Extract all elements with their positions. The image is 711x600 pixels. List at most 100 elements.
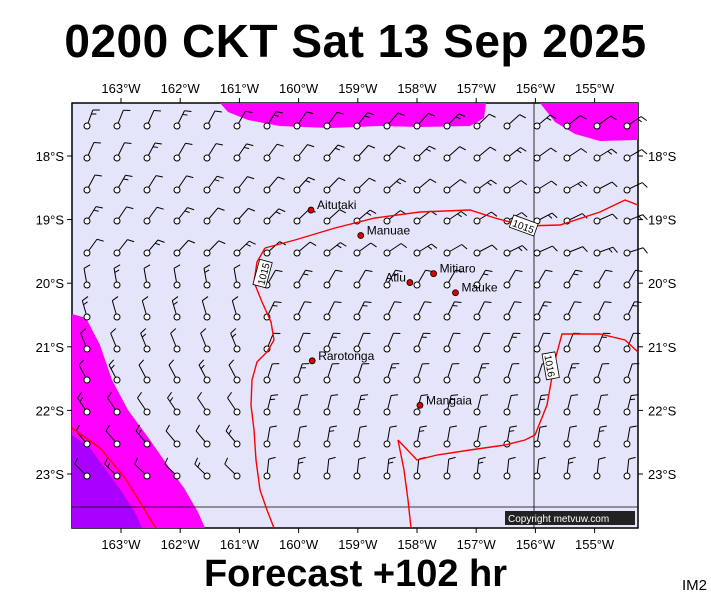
wind-barb	[593, 363, 610, 384]
wind-barb	[473, 179, 497, 194]
wind-barb	[503, 147, 527, 162]
wind-barb	[143, 142, 162, 162]
wind-barb	[413, 112, 436, 130]
wind-barb	[138, 359, 151, 384]
wind-barb	[233, 264, 241, 289]
wind-barb	[228, 359, 241, 384]
wind-barb	[623, 332, 641, 353]
lon-label-top: 158°W	[397, 81, 437, 96]
image-code: IM2	[681, 577, 707, 594]
lon-label-top: 160°W	[279, 81, 319, 96]
wind-barb	[503, 245, 528, 257]
wind-barb	[83, 109, 100, 130]
place-rarotonga: Rarotonga	[308, 349, 375, 365]
wind-barb	[113, 239, 135, 257]
wind-barb	[443, 425, 457, 448]
wind-barbs	[74, 109, 648, 480]
place-label: Mauke	[461, 281, 497, 295]
lat-label-right: 18°S	[648, 149, 677, 164]
wind-barb	[263, 425, 277, 448]
lon-label-bottom: 157°W	[457, 537, 497, 552]
wind-barb	[353, 425, 367, 448]
wind-barb	[563, 246, 588, 257]
wind-barb	[108, 359, 121, 384]
wind-barb	[533, 245, 558, 257]
place-label: Rarotonga	[318, 349, 374, 363]
isobar-1016	[397, 333, 639, 461]
wind-barb	[233, 207, 256, 225]
wind-barb	[503, 363, 520, 384]
wind-barb	[593, 181, 618, 194]
wind-barb	[203, 143, 223, 162]
wind-barb	[443, 301, 462, 321]
wind-barb	[353, 269, 373, 289]
wind-barb	[413, 394, 429, 416]
place-atiu: Atiu	[385, 271, 414, 286]
wind-barb	[323, 301, 342, 321]
wind-barb	[173, 264, 181, 289]
wind-barb	[413, 425, 427, 448]
wind-barb	[443, 456, 456, 480]
lat-label-left: 21°S	[36, 340, 65, 355]
wind-barb	[443, 146, 467, 162]
wind-barb	[413, 243, 438, 257]
wind-barb	[473, 244, 498, 257]
wind-barb	[83, 238, 104, 257]
wind-barb	[137, 391, 151, 416]
wind-barb	[563, 301, 582, 321]
wind-barb	[593, 301, 612, 321]
wind-barb	[533, 456, 546, 480]
wind-barb	[323, 456, 336, 480]
wind-barb	[413, 363, 430, 384]
wind-barb	[164, 457, 181, 480]
wind-barb	[593, 115, 617, 130]
lon-label-bottom: 159°W	[338, 537, 378, 552]
place-mangaia: Mangaia	[416, 393, 472, 409]
wind-barb	[563, 115, 587, 130]
lon-label-top: 161°W	[220, 81, 260, 96]
wind-barb	[473, 363, 490, 384]
wind-barb	[593, 425, 607, 448]
place-label: Aitutaki	[317, 198, 356, 212]
wind-barb	[443, 363, 460, 384]
wind-barb	[113, 264, 121, 289]
wind-barb	[473, 425, 487, 448]
wind-barb	[353, 209, 377, 225]
wind-barb	[263, 363, 280, 384]
wind-barb	[503, 114, 527, 130]
wind-barb	[143, 264, 151, 289]
wind-barb	[141, 296, 151, 321]
wind-barb	[443, 269, 463, 289]
wind-barb	[263, 143, 284, 162]
isobar-1015	[264, 199, 639, 249]
lat-label-right: 22°S	[648, 403, 677, 418]
wind-barb	[110, 328, 121, 353]
wind-barb	[353, 363, 370, 384]
lat-label-left: 19°S	[36, 213, 65, 228]
wind-barb	[143, 206, 164, 225]
wind-barb	[533, 180, 558, 194]
wind-barb	[78, 359, 91, 384]
wind-barb	[134, 457, 151, 480]
wind-barb	[443, 332, 461, 353]
wind-barb	[533, 332, 551, 353]
wind-zone-top-right	[540, 103, 638, 141]
wind-barb	[263, 176, 285, 194]
wind-barb	[293, 208, 316, 225]
wind-barb	[383, 269, 403, 289]
wind-barb	[197, 391, 211, 416]
wind-barb	[143, 109, 161, 130]
places: Aitutaki Manuae Atiu Mitiaro Mauke Rarotonga M…	[307, 198, 498, 409]
wind-barb	[323, 209, 347, 225]
wind-barb	[563, 394, 579, 416]
wind-barb	[593, 456, 606, 480]
wind-barb	[74, 457, 91, 480]
wind-barb	[473, 332, 491, 353]
wind-barb	[533, 394, 549, 416]
isobar-1016-south	[397, 439, 412, 529]
wind-barb	[230, 328, 241, 353]
wind-barb	[231, 296, 241, 321]
wind-barb	[413, 210, 437, 225]
map-title: 0200 CKT Sat 13 Sep 2025	[64, 15, 647, 67]
